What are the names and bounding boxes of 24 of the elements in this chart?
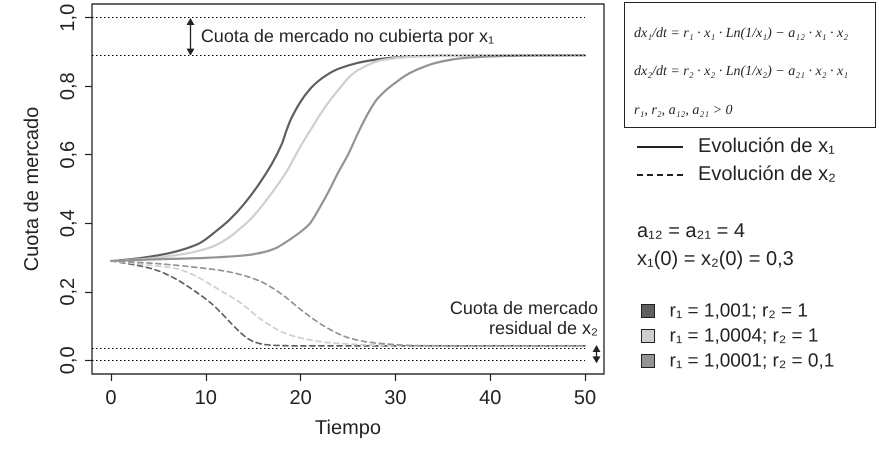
formula-frame: dx₁/dt = r₁ · x₁ · Ln(1/x₁) − a₁₂ · x₁ · x₂ dx₂/dt = r₂ · x₂ · Ln(1/x₂) − a₂₁ · x₂ · x₁ r₁, r₂, a₁₂, a₂₁ > 0 <box>624 2 876 128</box>
text: Evolución de x₂ <box>698 163 836 185</box>
x-tick-label: 30 <box>384 387 407 409</box>
y-tick-label: 1,0 <box>57 4 79 32</box>
y-tick-label: 0,2 <box>57 278 79 306</box>
x-tick-label: 20 <box>289 387 312 409</box>
text: a₁₂ = a₂₁ = 4 <box>637 220 745 242</box>
y-tick-label: 0,8 <box>57 72 79 100</box>
y-tick-label: 0,4 <box>57 209 79 238</box>
y-axis-title: Cuota de mercado <box>21 106 43 272</box>
annotation: Cuota de mercado residual de x₂ <box>448 298 598 338</box>
text: x₁(0) = x₂(0) = 0,3 <box>637 248 794 270</box>
x-axis-title: Tiempo <box>315 417 381 439</box>
annotation: Cuota de mercado no cubierta por x₁ <box>200 24 494 47</box>
x-tick-label: 10 <box>194 387 217 409</box>
x-tick-label: 0 <box>105 387 117 409</box>
text: Evolución de x₁ <box>698 135 835 157</box>
x-tick-label: 50 <box>574 387 596 409</box>
y-tick-label: 0,0 <box>57 346 79 374</box>
legend-label: r₁ = 1,0001; r₂ = 0,1 <box>670 350 834 372</box>
x-tick-label: 40 <box>479 387 502 409</box>
legend-label: r₁ = 1,001; r₂ = 1 <box>670 300 808 322</box>
legend-label: r₁ = 1,0004; r₂ = 1 <box>670 326 818 346</box>
y-tick-label: 0,6 <box>57 140 79 169</box>
